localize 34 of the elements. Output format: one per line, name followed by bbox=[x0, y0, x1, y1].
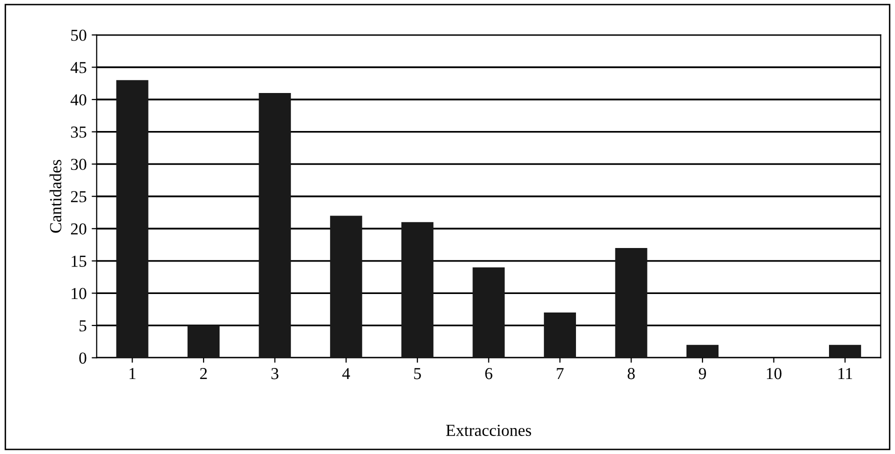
y-tick-label: 50 bbox=[71, 30, 86, 41]
y-tick-label: 25 bbox=[71, 191, 86, 202]
x-tick-label: 3 bbox=[271, 368, 278, 380]
y-tick-label: 10 bbox=[72, 288, 86, 300]
y-axis-title: Cantidades bbox=[50, 160, 62, 233]
y-tick-label: 40 bbox=[70, 94, 86, 106]
y-tick-label: 35 bbox=[71, 126, 86, 138]
x-tick-label: 5 bbox=[414, 368, 421, 380]
bar bbox=[686, 344, 719, 358]
x-tick-label: 10 bbox=[766, 368, 782, 380]
bar bbox=[472, 267, 505, 358]
x-tick-label: 2 bbox=[200, 368, 207, 380]
bar bbox=[116, 80, 148, 358]
x-tick-label: 9 bbox=[698, 368, 706, 380]
x-tick-label: 6 bbox=[485, 368, 492, 380]
bar bbox=[330, 216, 362, 358]
x-tick-label: 11 bbox=[838, 368, 852, 380]
bar bbox=[258, 93, 291, 358]
y-tick-label: 15 bbox=[72, 256, 86, 267]
bar bbox=[615, 248, 648, 358]
y-tick-label: 20 bbox=[71, 223, 86, 235]
bar bbox=[544, 312, 576, 358]
y-tick-label: 5 bbox=[80, 320, 86, 332]
y-tick-label: 45 bbox=[70, 62, 86, 74]
x-tick-label: 4 bbox=[342, 368, 350, 380]
bar bbox=[401, 222, 434, 358]
x-tick-label: 7 bbox=[556, 368, 564, 380]
x-axis-title: Extracciones bbox=[446, 424, 532, 436]
y-tick-label: 0 bbox=[79, 352, 86, 364]
y-tick-label: 30 bbox=[71, 158, 86, 170]
x-tick-label: 8 bbox=[628, 368, 635, 380]
x-tick-label: 1 bbox=[130, 368, 136, 380]
bar bbox=[829, 344, 862, 358]
bar bbox=[188, 325, 220, 358]
